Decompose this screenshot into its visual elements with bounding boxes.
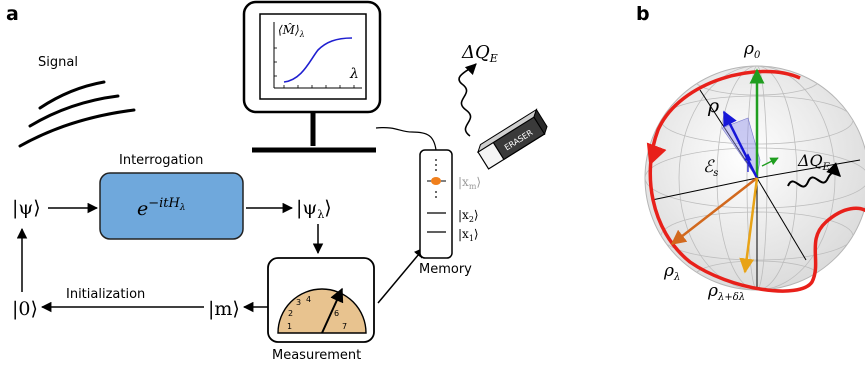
interrogation-box — [99, 172, 244, 240]
ket-m: |m⟩ — [208, 298, 240, 320]
svg-text:6: 6 — [334, 309, 339, 318]
interrogation-label: Interrogation — [119, 153, 203, 168]
signal-waves — [18, 80, 136, 148]
initialization-label: Initialization — [66, 287, 145, 302]
memory-dots — [435, 159, 437, 198]
rho-vector — [722, 110, 759, 179]
rho0-label: ρ0 — [743, 39, 761, 61]
monitor-plot — [273, 22, 362, 89]
ket-psi: |ψ⟩ — [12, 197, 41, 219]
delta-q-label-b: ΔQE — [797, 151, 831, 173]
memory-state-xm: |xm⟩ — [458, 175, 481, 191]
rho-lambda-dl-label: ρλ+δλ — [707, 281, 745, 303]
small-green-arrow — [761, 157, 779, 167]
rho-lambda-vector — [670, 177, 758, 245]
channel-label: ℰs — [703, 157, 718, 179]
monitor-cable — [375, 126, 437, 151]
panel-label-b: b — [636, 3, 650, 25]
svg-text:4: 4 — [306, 295, 311, 304]
rho-lambda-label: ρλ — [663, 261, 680, 283]
svg-text:3: 3 — [296, 298, 301, 307]
memory-bit-dot — [431, 177, 441, 185]
operator-formula: e−itHλ — [137, 196, 186, 220]
gauge-ticks: 1 2 3 4 6 7 — [287, 295, 347, 331]
memory-device — [419, 149, 453, 259]
rho-lambda-dl-vector — [739, 177, 759, 274]
ket-psi-lambda: |ψλ⟩ — [296, 197, 332, 221]
memory-label: Memory — [419, 262, 472, 277]
svg-text:2: 2 — [288, 309, 293, 318]
heat-wiggle-arrow — [458, 63, 477, 137]
heat-wiggle-b — [787, 162, 841, 188]
ket-zero: |0⟩ — [12, 298, 38, 320]
trajectory-curve — [648, 69, 865, 293]
delta-q-label-a: ΔQE — [461, 42, 498, 65]
monitor-xlabel: λ — [349, 66, 359, 82]
monitor-ylabel: ⟨M̂⟩λ — [278, 22, 305, 39]
memory-state-x1: |x1⟩ — [458, 227, 479, 243]
monitor-curve — [283, 37, 353, 83]
flow-arrows — [16, 202, 425, 313]
svg-text:7: 7 — [342, 322, 347, 331]
measurement-label: Measurement — [272, 348, 361, 363]
gauge-dial — [277, 288, 367, 334]
memory-state-x2: |x2⟩ — [458, 208, 479, 224]
rho-label: ρ — [707, 95, 720, 117]
svg-text:1: 1 — [287, 322, 292, 331]
trajectory-direction-arrow — [646, 142, 667, 166]
gauge-needle — [321, 287, 344, 334]
eraser-icon: ERASER — [477, 108, 548, 170]
signal-label: Signal — [38, 55, 78, 70]
panel-label-a: a — [6, 3, 19, 25]
